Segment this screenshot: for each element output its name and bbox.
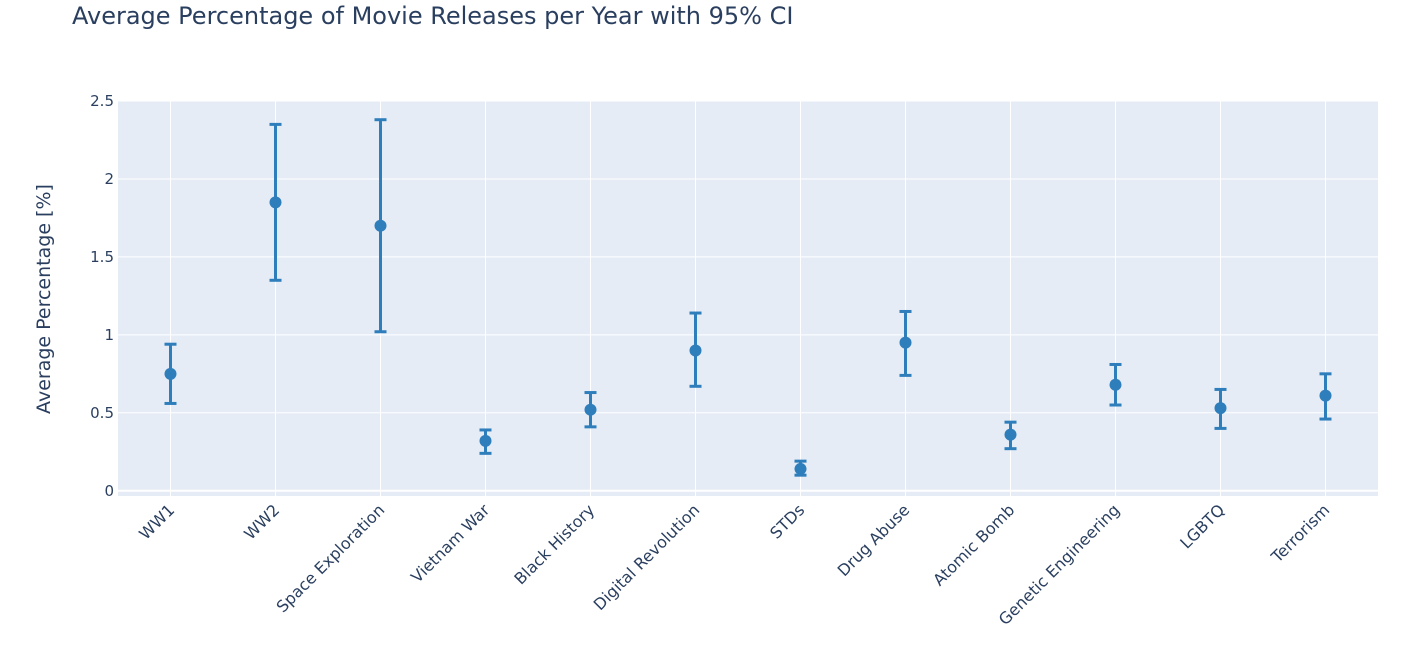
y-tick-label: 2.5: [90, 92, 114, 110]
y-tick-label: 0.5: [90, 404, 114, 422]
data-point: [1109, 378, 1122, 391]
data-point: [374, 219, 387, 232]
data-point: [479, 434, 492, 447]
data-point: [164, 367, 177, 380]
x-tick-label: Drug Abuse: [834, 500, 914, 580]
data-point: [1319, 389, 1332, 402]
data-point: [899, 336, 912, 349]
x-tick-label: Vietnam War: [407, 500, 494, 587]
x-tick-label: Atomic Bomb: [929, 500, 1018, 589]
x-tick-label: Genetic Engineering: [995, 500, 1124, 629]
x-tick-label: Space Exploration: [272, 500, 388, 616]
x-tick-label: WW1: [135, 500, 178, 543]
x-tick-label: Black History: [510, 500, 598, 588]
y-tick-label: 0: [104, 482, 114, 500]
x-tick-label: STDs: [766, 500, 808, 542]
data-point: [584, 403, 597, 416]
plot-area: [118, 101, 1378, 497]
y-tick-label: 2: [104, 170, 114, 188]
data-point: [1004, 428, 1017, 441]
y-axis-title: Average Percentage [%]: [33, 184, 55, 414]
x-tick-label: WW2: [240, 500, 283, 543]
data-point: [794, 462, 807, 475]
y-axis-ticks: 0 0.5 1 1.5 2 2.5: [90, 92, 114, 500]
x-tick-label: Digital Revolution: [590, 500, 704, 614]
chart-title: Average Percentage of Movie Releases per…: [72, 2, 794, 30]
x-tick-label: LGBTQ: [1176, 500, 1228, 552]
y-tick-label: 1: [104, 326, 114, 344]
x-tick-label: Terrorism: [1267, 500, 1334, 567]
data-points: [164, 196, 1332, 475]
data-point: [1214, 402, 1227, 415]
y-tick-label: 1.5: [90, 248, 114, 266]
data-point: [689, 344, 702, 357]
data-point: [269, 196, 282, 209]
